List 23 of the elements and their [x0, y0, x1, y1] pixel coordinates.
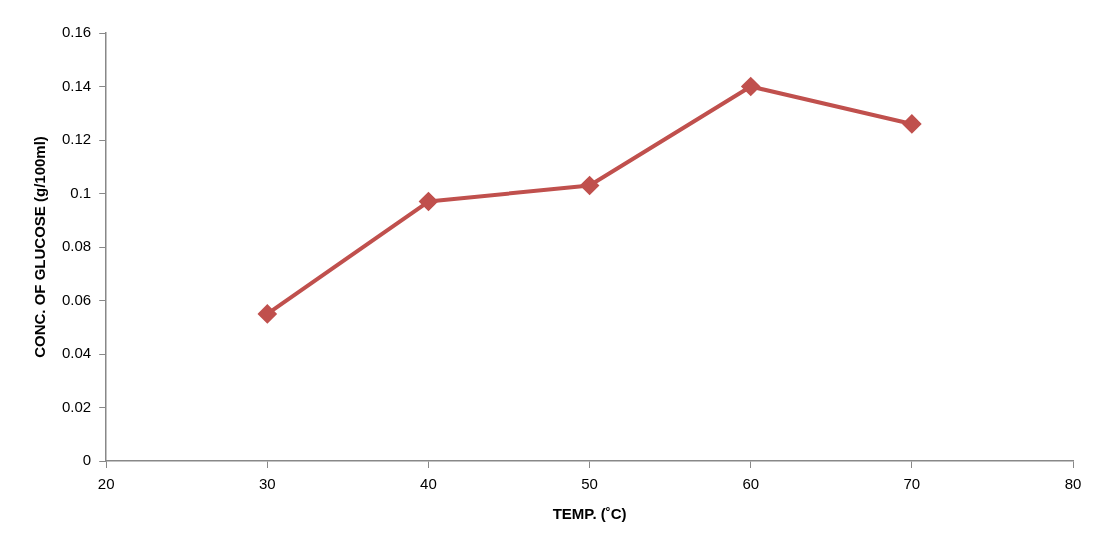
y-tick-label: 0.02: [61, 397, 92, 415]
y-tick-label: 0.16: [61, 23, 92, 41]
y-tick-label: 0.1: [70, 183, 92, 201]
point: [741, 77, 760, 96]
point: [580, 176, 599, 195]
x-axis-title: TEMP. (˚C): [552, 505, 627, 523]
y-tick-label: 0.08: [61, 237, 92, 255]
x-tick-label: 20: [97, 475, 115, 493]
x-tick-label: 80: [1064, 475, 1082, 493]
y-axis-title: CONC. OF GLUCOSE (g/100ml): [31, 136, 49, 358]
x-tick-label: 60: [742, 475, 760, 493]
y-tick-label: 0.14: [61, 76, 92, 94]
y-tick-label: 0.06: [61, 290, 92, 308]
x-tick-label: 40: [420, 475, 437, 493]
point: [419, 192, 438, 211]
y-tick-label: 0.04: [61, 344, 92, 362]
x-tick-label: 50: [581, 475, 598, 493]
x-tick-label: 70: [903, 475, 921, 493]
x-tick-label: 30: [258, 475, 276, 493]
point: [902, 114, 921, 133]
point: [258, 304, 277, 323]
y-tick-label: 0: [82, 451, 92, 469]
y-tick-label: 0.12: [61, 130, 92, 148]
